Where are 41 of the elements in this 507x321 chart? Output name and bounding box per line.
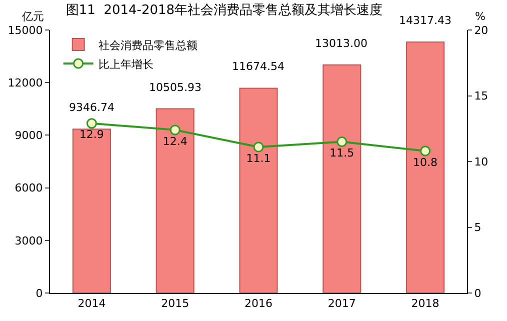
bar (156, 108, 194, 293)
bar (239, 88, 278, 293)
y-tick-label: 9000 (14, 129, 43, 142)
data-label: 11.5 (330, 146, 354, 160)
y-tick-label: 3000 (14, 234, 43, 248)
data-label: 11674.54 (232, 60, 284, 73)
data-label: 10505.93 (149, 81, 202, 94)
y2-tick-label: 20 (474, 24, 488, 37)
data-label: 13013.00 (315, 37, 368, 50)
bar (322, 64, 362, 293)
bar (72, 128, 111, 293)
point (253, 142, 264, 152)
data-label: 12.9 (79, 128, 104, 142)
y2-tick-label: 0 (474, 286, 482, 300)
y-tick-label: 0 (36, 286, 43, 300)
x-tick-label: 2015 (161, 297, 190, 310)
x-tick-label: 2014 (78, 297, 106, 310)
y2-tick-label: 5 (474, 221, 482, 234)
bar (406, 41, 445, 293)
x-tick-label: 2018 (411, 297, 440, 310)
data-label: 10.8 (413, 156, 438, 169)
y-tick-label: 15000 (8, 24, 43, 37)
y-tick-label: 6000 (14, 182, 43, 195)
data-label: 12.4 (162, 134, 188, 148)
y-axis-title: 亿元 (21, 10, 44, 23)
legend-label: 社会消费品零售总额 (98, 38, 198, 52)
x-tick-label: 2016 (244, 297, 272, 310)
y-tick-label: 12000 (8, 76, 43, 90)
chart-title: 图11 2014-2018年社会消费品零售总额及其增长速度 (66, 2, 383, 18)
y2-tick-label: 15 (474, 90, 488, 103)
y2-axis-title: % (475, 10, 486, 23)
data-label: 14317.43 (399, 14, 452, 27)
point (336, 136, 348, 148)
point (86, 118, 97, 129)
point (170, 124, 180, 136)
point (420, 146, 431, 156)
data-label: 11.1 (246, 152, 271, 165)
y2-tick-label: 10 (474, 155, 488, 168)
data-label: 9346.74 (69, 101, 114, 114)
legend-label: 比上年增长 (98, 58, 154, 71)
x-tick-label: 2017 (328, 297, 356, 310)
